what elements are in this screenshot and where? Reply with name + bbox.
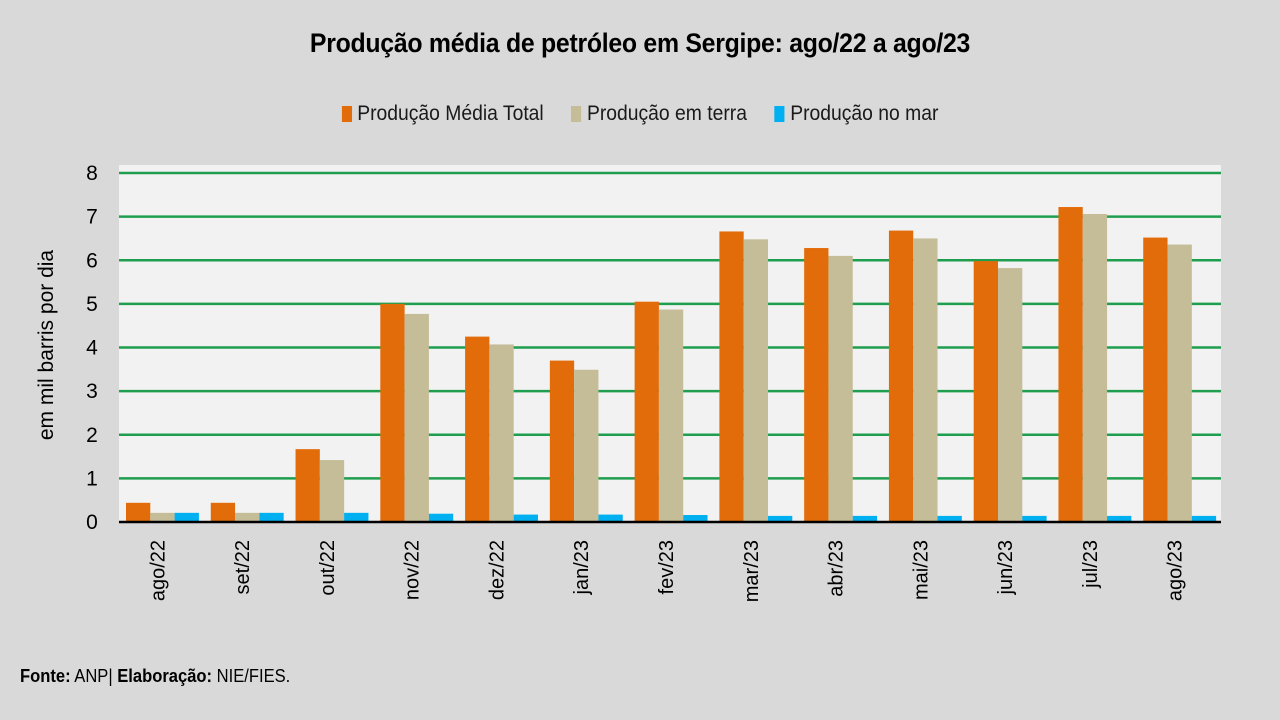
x-tick-label: out/22: [317, 540, 339, 596]
bar-terra: [997, 268, 1023, 522]
bar-mar: [513, 514, 538, 522]
bar-mar: [1022, 515, 1047, 522]
bar-total: [295, 449, 320, 522]
x-tick-label: ago/23: [1165, 540, 1187, 601]
credit-value: NIE/FIES.: [216, 666, 291, 686]
credit-label: Elaboração:: [117, 666, 213, 686]
bar-total: [1058, 207, 1083, 522]
x-axis-ticks: ago/22 set/22 out/22 nov/22 dez/22 jan/23 fev/…: [147, 540, 1186, 602]
legend-label-terra: Produção em terra: [586, 102, 747, 125]
bar-total: [973, 261, 998, 522]
bar-total: [210, 502, 236, 522]
y-tick-label: 2: [86, 424, 98, 447]
x-tick-label: abr/23: [826, 540, 848, 597]
bar-terra: [913, 238, 938, 522]
bar-total: [719, 231, 744, 522]
bar-total: [888, 230, 914, 522]
x-tick-label: jun/23: [995, 540, 1017, 596]
bar-mar: [428, 513, 454, 522]
bar-total: [549, 360, 575, 522]
legend-item-total: Produção Média Total: [341, 102, 544, 126]
bar-terra: [319, 460, 345, 522]
bar-mar: [598, 514, 623, 522]
bar-total: [634, 301, 659, 522]
legend-swatch-terra: [571, 106, 582, 122]
bar-terra: [150, 512, 175, 522]
y-tick-label: 0: [86, 511, 98, 534]
x-tick-label: dez/22: [486, 540, 508, 600]
bar-terra: [235, 512, 260, 522]
chart-title: Produção média de petróleo em Sergipe: a…: [309, 28, 971, 58]
bar-terra: [1167, 244, 1192, 523]
x-tick-label: nov/22: [402, 540, 424, 600]
bar-total: [126, 502, 151, 522]
bar-terra: [489, 344, 514, 522]
legend-item-terra: Produção em terra: [571, 102, 747, 126]
bar-mar: [937, 515, 962, 522]
legend-label-total: Produção Média Total: [357, 102, 544, 125]
bar-mar: [259, 512, 284, 522]
bar-terra: [404, 313, 429, 522]
bar-mar: [1191, 515, 1217, 522]
y-tick-label: 4: [86, 337, 98, 360]
x-tick-label: set/22: [232, 540, 254, 594]
bar-terra: [1082, 214, 1108, 522]
bar-mar: [344, 512, 369, 522]
y-axis-ticks: 0 1 2 3 4 5 6 7 8: [86, 162, 98, 534]
legend-swatch-mar: [774, 106, 785, 122]
footer-source: Fonte: ANP| Elaboração: NIE/FIES.: [20, 666, 290, 687]
y-tick-label: 3: [86, 380, 98, 403]
y-tick-label: 7: [86, 206, 98, 229]
y-tick-label: 1: [86, 467, 98, 490]
bar-total: [804, 248, 829, 522]
bar-mar: [852, 515, 878, 522]
source-label: Fonte:: [20, 666, 71, 686]
y-tick-label: 5: [86, 293, 98, 316]
x-tick-label: fev/23: [656, 540, 678, 594]
bar-mar: [683, 515, 708, 522]
bar-terra: [828, 255, 853, 522]
legend-label-mar: Produção no mar: [790, 102, 939, 125]
bar-mar: [767, 515, 793, 522]
x-tick-label: jan/23: [571, 540, 593, 596]
legend: Produção Média Total Produção em terra P…: [51, 102, 1229, 126]
legend-swatch-total: [341, 106, 352, 122]
bar-total: [1143, 237, 1168, 522]
bar-terra: [743, 239, 768, 522]
x-tick-label: mar/23: [741, 540, 763, 602]
bar-terra: [574, 369, 599, 522]
bar-total: [465, 336, 490, 522]
bar-terra: [658, 309, 684, 522]
x-tick-label: mai/23: [910, 540, 932, 600]
x-tick-label: jul/23: [1080, 540, 1102, 589]
y-tick-label: 8: [86, 162, 98, 185]
source-value: ANP|: [74, 666, 113, 686]
bars: [126, 207, 1217, 523]
x-tick-label: ago/22: [147, 540, 169, 601]
y-tick-label: 6: [86, 249, 98, 272]
bar-mar: [174, 512, 199, 522]
legend-item-mar: Produção no mar: [774, 102, 939, 126]
bar-total: [380, 303, 405, 522]
bar-mar: [1107, 515, 1132, 522]
